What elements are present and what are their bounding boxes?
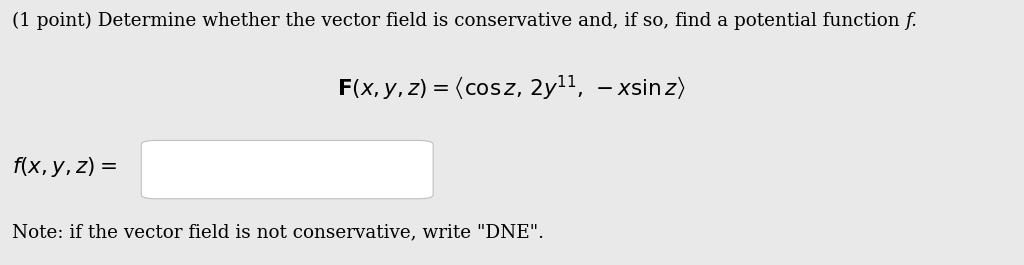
- FancyBboxPatch shape: [141, 140, 433, 199]
- Text: (1 point) Determine whether the vector field is conservative and, if so, find a : (1 point) Determine whether the vector f…: [12, 12, 906, 30]
- Text: $f(x, y, z) =$: $f(x, y, z) =$: [12, 155, 118, 179]
- Text: Note: if the vector field is not conservative, write "DNE".: Note: if the vector field is not conserv…: [12, 223, 545, 241]
- Text: $\mathbf{F}(x, y, z) = \left\langle \cos z,\, 2y^{11},\, -x\sin z \right\rangle$: $\mathbf{F}(x, y, z) = \left\langle \cos…: [337, 74, 687, 103]
- Text: f.: f.: [905, 12, 918, 30]
